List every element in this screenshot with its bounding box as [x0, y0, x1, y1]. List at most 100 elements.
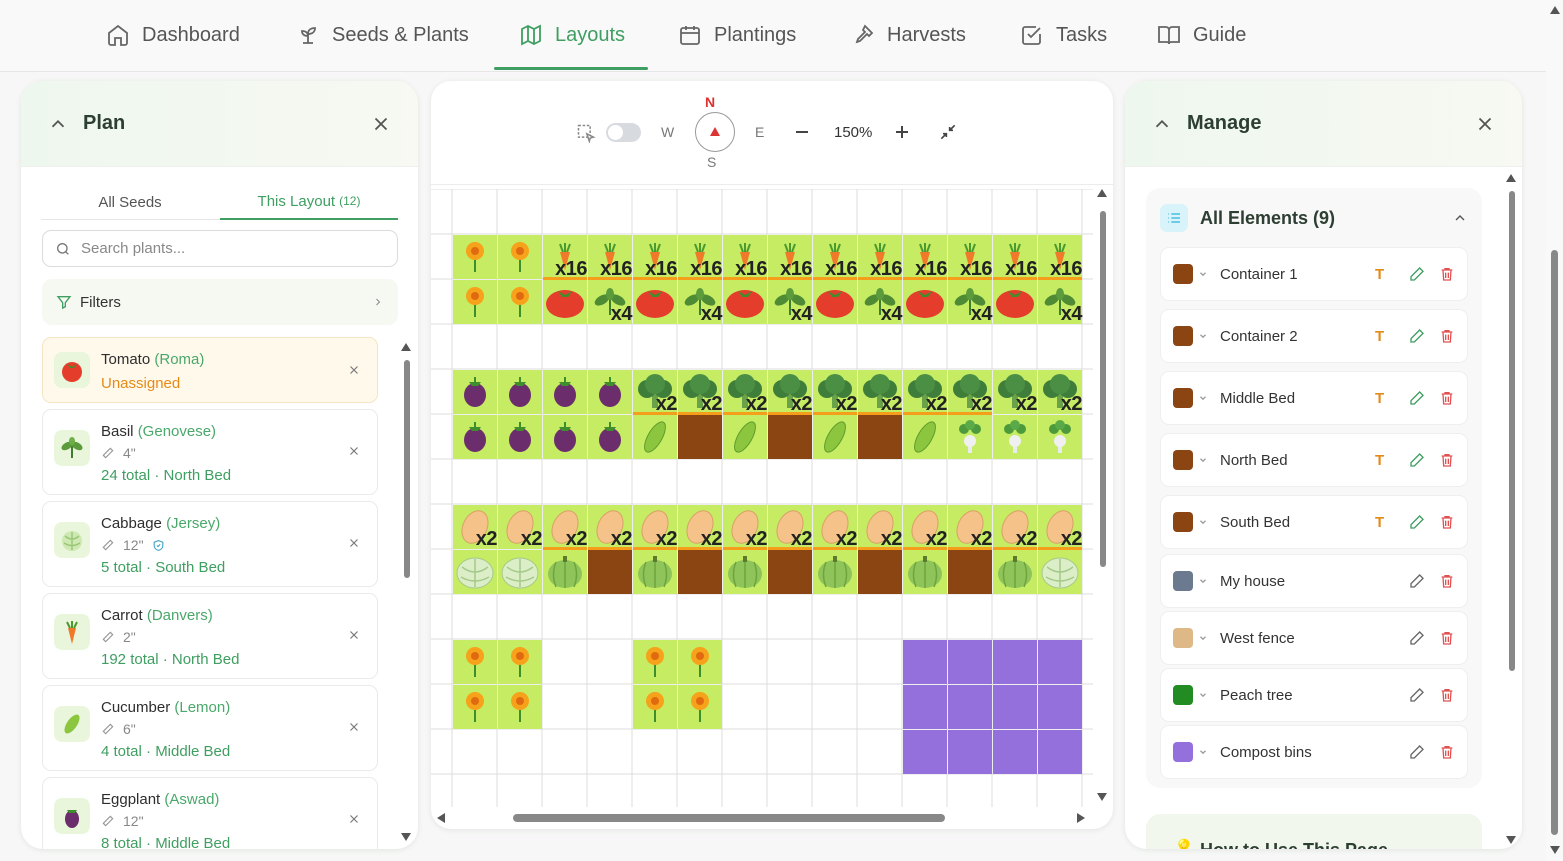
broccoli-plant[interactable]: x2 [813, 370, 858, 416]
scroll-down-icon[interactable] [1550, 846, 1560, 854]
flower-plant[interactable] [453, 685, 497, 729]
carrot-plant[interactable]: x16 [948, 235, 992, 281]
potato-plant[interactable]: x2 [678, 505, 723, 551]
basil-plant[interactable]: x4 [1038, 280, 1083, 325]
nav-tab-plantings[interactable]: Plantings [678, 0, 796, 70]
delete-icon[interactable] [1439, 573, 1455, 589]
scroll-right-icon[interactable] [1077, 813, 1085, 823]
pumpkin-plant[interactable] [633, 550, 677, 594]
flower-plant[interactable] [498, 685, 542, 729]
delete-icon[interactable] [1439, 514, 1455, 530]
text-toggle[interactable]: T [1375, 265, 1385, 283]
tomato-plant[interactable] [633, 280, 677, 324]
tomato-plant[interactable] [723, 280, 767, 324]
edit-icon[interactable] [1409, 266, 1425, 282]
color-swatch[interactable] [1173, 685, 1193, 705]
eggplant-plant[interactable] [453, 415, 497, 459]
edit-icon[interactable] [1409, 390, 1425, 406]
element-row[interactable]: North Bed T [1160, 433, 1468, 487]
close-icon[interactable] [370, 113, 392, 135]
chevron-down-icon[interactable] [1198, 269, 1208, 279]
plant-list-scrollbar[interactable] [401, 343, 411, 841]
canvas-h-scrollbar[interactable] [431, 807, 1113, 829]
nav-tab-dashboard[interactable]: Dashboard [106, 0, 240, 70]
carrot-plant[interactable]: x16 [813, 235, 857, 281]
scroll-down-icon[interactable] [1506, 836, 1516, 844]
close-icon[interactable] [1474, 113, 1496, 135]
delete-icon[interactable] [1439, 452, 1455, 468]
remove-icon[interactable] [347, 536, 361, 550]
plant-card-cabbage[interactable]: Cabbage (Jersey) 12" 5 total · South Bed [42, 501, 378, 587]
nav-tab-tasks[interactable]: Tasks [1020, 0, 1107, 70]
color-swatch[interactable] [1173, 264, 1193, 284]
cucumber-plant[interactable] [633, 415, 677, 459]
chevron-up-icon[interactable] [47, 113, 69, 135]
flower-plant[interactable] [453, 235, 497, 279]
soil-cell[interactable] [678, 415, 722, 459]
chevron-up-icon[interactable] [1151, 113, 1173, 135]
eggplant-plant[interactable] [543, 370, 587, 414]
eggplant-plant[interactable] [543, 415, 587, 459]
zoom-out-icon[interactable] [793, 123, 811, 141]
chevron-down-icon[interactable] [1198, 633, 1208, 643]
plant-card-cucumber[interactable]: Cucumber (Lemon) 6" 4 total · Middle Bed [42, 685, 378, 771]
chevron-down-icon[interactable] [1198, 331, 1208, 341]
delete-icon[interactable] [1439, 687, 1455, 703]
flower-plant[interactable] [453, 280, 497, 324]
nav-tab-guide[interactable]: Guide [1157, 0, 1246, 70]
basil-plant[interactable]: x4 [948, 280, 993, 325]
broccoli-plant[interactable]: x2 [723, 370, 768, 416]
zoom-in-icon[interactable] [893, 123, 911, 141]
flower-plant[interactable] [453, 640, 497, 684]
nav-tab-layouts[interactable]: Layouts [519, 0, 625, 70]
carrot-plant[interactable]: x16 [993, 235, 1037, 281]
flower-plant[interactable] [498, 235, 542, 279]
compost-cell[interactable] [903, 685, 947, 729]
edit-icon[interactable] [1409, 630, 1425, 646]
flower-plant[interactable] [633, 640, 677, 684]
color-swatch[interactable] [1173, 450, 1193, 470]
scroll-thumb[interactable] [1100, 211, 1106, 567]
cucumber-plant[interactable] [813, 415, 857, 459]
potato-plant[interactable]: x2 [768, 505, 813, 551]
tomato-plant[interactable] [543, 280, 587, 324]
plant-card-carrot[interactable]: Carrot (Danvers) 2" 192 total · North Be… [42, 593, 378, 679]
potato-plant[interactable]: x2 [543, 505, 588, 551]
broccoli-plant[interactable]: x2 [858, 370, 903, 416]
remove-icon[interactable] [347, 444, 361, 458]
broccoli-plant[interactable]: x2 [633, 370, 678, 416]
carrot-plant[interactable]: x16 [723, 235, 767, 281]
potato-plant[interactable]: x2 [993, 505, 1038, 551]
basil-plant[interactable]: x4 [588, 280, 633, 325]
cabbage-plant[interactable] [498, 550, 542, 594]
text-toggle[interactable]: T [1375, 451, 1385, 469]
broccoli-plant[interactable]: x2 [1038, 370, 1083, 415]
radish-plant[interactable] [993, 415, 1037, 459]
scroll-up-icon[interactable] [1506, 174, 1516, 182]
carrot-plant[interactable]: x16 [588, 235, 632, 281]
text-toggle[interactable]: T [1375, 513, 1385, 531]
cabbage-plant[interactable] [1038, 550, 1082, 594]
edit-icon[interactable] [1409, 573, 1425, 589]
broccoli-plant[interactable]: x2 [678, 370, 723, 416]
edit-icon[interactable] [1409, 687, 1425, 703]
carrot-plant[interactable]: x16 [858, 235, 902, 281]
remove-icon[interactable] [347, 720, 361, 734]
broccoli-plant[interactable]: x2 [948, 370, 993, 416]
plant-card-basil[interactable]: Basil (Genovese) 4" 24 total · North Bed [42, 409, 378, 495]
chevron-down-icon[interactable] [1198, 455, 1208, 465]
eggplant-plant[interactable] [498, 370, 542, 414]
color-swatch[interactable] [1173, 512, 1193, 532]
remove-icon[interactable] [347, 363, 361, 377]
basil-plant[interactable]: x4 [678, 280, 723, 325]
pumpkin-plant[interactable] [723, 550, 767, 594]
edit-icon[interactable] [1409, 452, 1425, 468]
element-row[interactable]: South Bed T [1160, 495, 1468, 549]
soil-cell[interactable] [858, 550, 902, 594]
delete-icon[interactable] [1439, 266, 1455, 282]
chevron-down-icon[interactable] [1198, 517, 1208, 527]
plant-card-tomato[interactable]: Tomato (Roma) Unassigned [42, 337, 378, 403]
scroll-up-icon[interactable] [1550, 6, 1560, 14]
soil-cell[interactable] [768, 415, 812, 459]
color-swatch[interactable] [1173, 326, 1193, 346]
